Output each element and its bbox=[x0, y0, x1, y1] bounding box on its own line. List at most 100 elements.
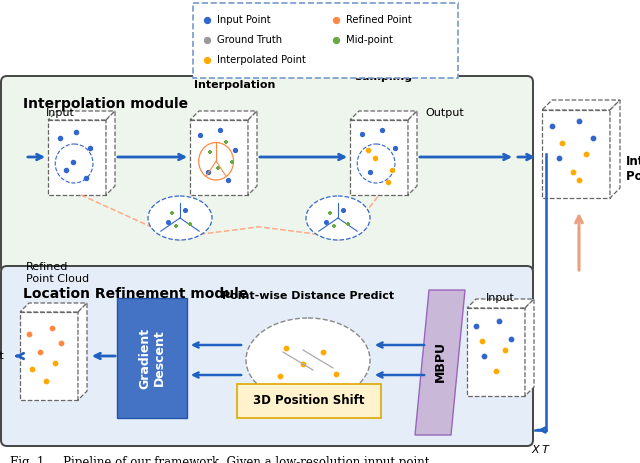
Point bbox=[554, 155, 564, 162]
Point bbox=[85, 144, 95, 152]
Polygon shape bbox=[415, 290, 465, 435]
Text: Ground Truth: Ground Truth bbox=[217, 35, 282, 45]
Text: Input: Input bbox=[46, 108, 75, 118]
Point bbox=[180, 206, 190, 214]
Polygon shape bbox=[467, 299, 534, 308]
Point bbox=[230, 146, 240, 154]
Point bbox=[26, 365, 36, 373]
Point bbox=[221, 138, 231, 146]
Point bbox=[47, 324, 57, 332]
Point bbox=[331, 16, 341, 24]
Point bbox=[56, 339, 66, 346]
Point bbox=[68, 158, 78, 166]
Point bbox=[377, 126, 387, 134]
Point bbox=[574, 117, 584, 124]
Point bbox=[568, 168, 578, 175]
Point bbox=[275, 372, 285, 380]
Ellipse shape bbox=[246, 318, 370, 402]
Point bbox=[223, 176, 233, 184]
Point bbox=[281, 344, 291, 352]
Text: Interpolated
Point Cloud: Interpolated Point Cloud bbox=[626, 155, 640, 183]
Polygon shape bbox=[190, 111, 257, 120]
Point bbox=[365, 168, 375, 175]
Polygon shape bbox=[20, 312, 78, 400]
Point bbox=[506, 335, 516, 343]
Text: Input Point: Input Point bbox=[217, 15, 271, 25]
Point bbox=[202, 36, 212, 44]
Point bbox=[357, 130, 367, 138]
Point bbox=[163, 218, 173, 225]
FancyBboxPatch shape bbox=[1, 76, 533, 273]
Text: Interpolation module: Interpolation module bbox=[23, 97, 188, 111]
Polygon shape bbox=[467, 308, 525, 396]
Polygon shape bbox=[408, 111, 417, 195]
Polygon shape bbox=[190, 120, 248, 195]
Point bbox=[338, 206, 348, 214]
Point bbox=[390, 144, 400, 152]
Text: Refined
Point Cloud: Refined Point Cloud bbox=[26, 263, 89, 284]
Point bbox=[547, 122, 557, 130]
Text: Location Refinement module: Location Refinement module bbox=[23, 287, 248, 301]
Point bbox=[298, 360, 308, 368]
Polygon shape bbox=[48, 111, 115, 120]
Polygon shape bbox=[48, 120, 106, 195]
Polygon shape bbox=[610, 100, 620, 198]
Point bbox=[321, 218, 331, 225]
Text: MBPU: MBPU bbox=[433, 342, 447, 382]
Polygon shape bbox=[106, 111, 115, 195]
Point bbox=[491, 368, 501, 375]
Point bbox=[167, 209, 177, 217]
FancyBboxPatch shape bbox=[237, 384, 381, 418]
Point bbox=[331, 370, 341, 378]
Text: 3D Position Shift: 3D Position Shift bbox=[253, 394, 365, 407]
Text: Input: Input bbox=[486, 293, 515, 303]
Point bbox=[318, 348, 328, 356]
Text: X T: X T bbox=[531, 445, 549, 455]
Point bbox=[383, 178, 393, 186]
Point bbox=[363, 146, 373, 154]
Polygon shape bbox=[350, 120, 408, 195]
Ellipse shape bbox=[148, 196, 212, 240]
Point bbox=[213, 164, 223, 172]
Point bbox=[55, 134, 65, 142]
FancyBboxPatch shape bbox=[117, 298, 187, 418]
Point bbox=[329, 222, 339, 230]
Point bbox=[227, 158, 237, 166]
Point bbox=[387, 166, 397, 174]
Text: Interpolated Point: Interpolated Point bbox=[217, 55, 306, 65]
Point bbox=[479, 353, 490, 360]
Point bbox=[203, 168, 213, 175]
Point bbox=[581, 150, 591, 158]
Point bbox=[185, 220, 195, 228]
Text: Mid-point: Mid-point bbox=[346, 35, 393, 45]
Polygon shape bbox=[78, 303, 87, 400]
Polygon shape bbox=[248, 111, 257, 195]
Text: Fig. 1.    Pipeline of our framework. Given a low-resolution input point: Fig. 1. Pipeline of our framework. Given… bbox=[10, 456, 429, 463]
Text: Farthest
Point
Sampling: Farthest Point Sampling bbox=[354, 49, 412, 82]
Ellipse shape bbox=[306, 196, 370, 240]
Point bbox=[171, 222, 181, 230]
Polygon shape bbox=[525, 299, 534, 396]
Point bbox=[325, 209, 335, 217]
Text: Point-wise Distance Predict: Point-wise Distance Predict bbox=[222, 291, 394, 301]
Point bbox=[557, 140, 568, 147]
Text: Midpoint
Interpolation: Midpoint Interpolation bbox=[194, 69, 275, 90]
Point bbox=[215, 126, 225, 134]
Polygon shape bbox=[20, 303, 87, 312]
Point bbox=[81, 174, 91, 181]
Polygon shape bbox=[542, 110, 610, 198]
Point bbox=[470, 322, 481, 329]
Polygon shape bbox=[542, 100, 620, 110]
Text: Refined Point: Refined Point bbox=[346, 15, 412, 25]
Polygon shape bbox=[350, 111, 417, 120]
Text: Output: Output bbox=[425, 108, 464, 118]
Point bbox=[205, 148, 215, 156]
Point bbox=[331, 36, 341, 44]
Text: Gradient
Descent: Gradient Descent bbox=[138, 327, 166, 388]
Point bbox=[61, 166, 71, 174]
Point bbox=[370, 154, 380, 162]
Point bbox=[476, 338, 486, 345]
Point bbox=[500, 346, 510, 354]
Point bbox=[494, 318, 504, 325]
Point bbox=[50, 359, 60, 367]
